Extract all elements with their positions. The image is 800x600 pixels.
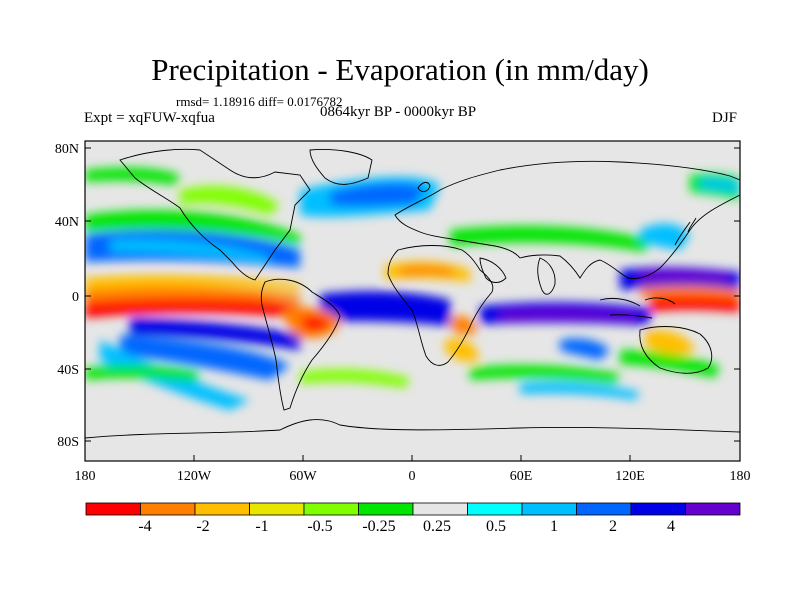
colorbar-swatch bbox=[576, 502, 632, 516]
lon-label-60e: 60E bbox=[510, 469, 533, 484]
colorbar-label: -1 bbox=[255, 518, 268, 535]
lon-label-0: 0 bbox=[409, 469, 416, 484]
colorbar-swatch bbox=[467, 502, 523, 516]
colorbar-label: 0.25 bbox=[423, 518, 451, 535]
colorbar-label: -2 bbox=[196, 518, 209, 535]
colorbar-label: -0.25 bbox=[362, 518, 395, 535]
lat-label-40s: 40S bbox=[57, 363, 79, 378]
colorbar bbox=[85, 502, 741, 516]
lon-tick-marks bbox=[84, 455, 741, 461]
colorbar-swatch bbox=[412, 502, 468, 516]
colorbar-swatch bbox=[521, 502, 577, 516]
season-label: DJF bbox=[712, 110, 738, 126]
lon-label-60w: 60W bbox=[289, 469, 317, 484]
period-label: 0864kyr BP - 0000kyr BP bbox=[320, 104, 477, 120]
colorbar-label: 0.5 bbox=[486, 518, 506, 535]
colorbar-labels: -4 -2 -1 -0.5 -0.25 0.25 0.5 1 2 4 bbox=[138, 518, 675, 535]
experiment-label: Expt = xqFUW-xqfua bbox=[84, 110, 215, 126]
colorbar-label: 1 bbox=[550, 518, 558, 535]
colorbar-swatch bbox=[358, 502, 414, 516]
lat-label-40n: 40N bbox=[55, 215, 79, 230]
colorbar-swatch bbox=[630, 502, 686, 516]
colorbar-label: -0.5 bbox=[307, 518, 332, 535]
lon-label-120e: 120E bbox=[615, 469, 645, 484]
lat-label-80s: 80S bbox=[57, 435, 79, 450]
colorbar-swatch bbox=[249, 502, 305, 516]
colorbar-swatch bbox=[303, 502, 359, 516]
colorbar-swatch bbox=[140, 502, 196, 516]
lon-label-120w: 120W bbox=[177, 469, 212, 484]
pe-field bbox=[85, 167, 740, 410]
colorbar-swatch bbox=[685, 502, 741, 516]
lat-label-80n: 80N bbox=[55, 142, 79, 157]
colorbar-label: -4 bbox=[138, 518, 151, 535]
colorbar-swatch bbox=[194, 502, 250, 516]
lon-label-180e: 180 bbox=[730, 469, 751, 484]
stats-line: rmsd= 1.18916 diff= 0.0176782 bbox=[176, 94, 343, 109]
colorbar-label: 4 bbox=[667, 518, 675, 535]
figure-title: Precipitation - Evaporation (in mm/day) bbox=[151, 52, 649, 87]
lat-label-eq: 0 bbox=[72, 290, 79, 305]
coastlines bbox=[85, 148, 740, 439]
lon-label-180w: 180 bbox=[75, 469, 96, 484]
colorbar-label: 2 bbox=[609, 518, 617, 535]
lat-tick-marks bbox=[85, 147, 740, 442]
colorbar-swatch bbox=[85, 502, 141, 516]
